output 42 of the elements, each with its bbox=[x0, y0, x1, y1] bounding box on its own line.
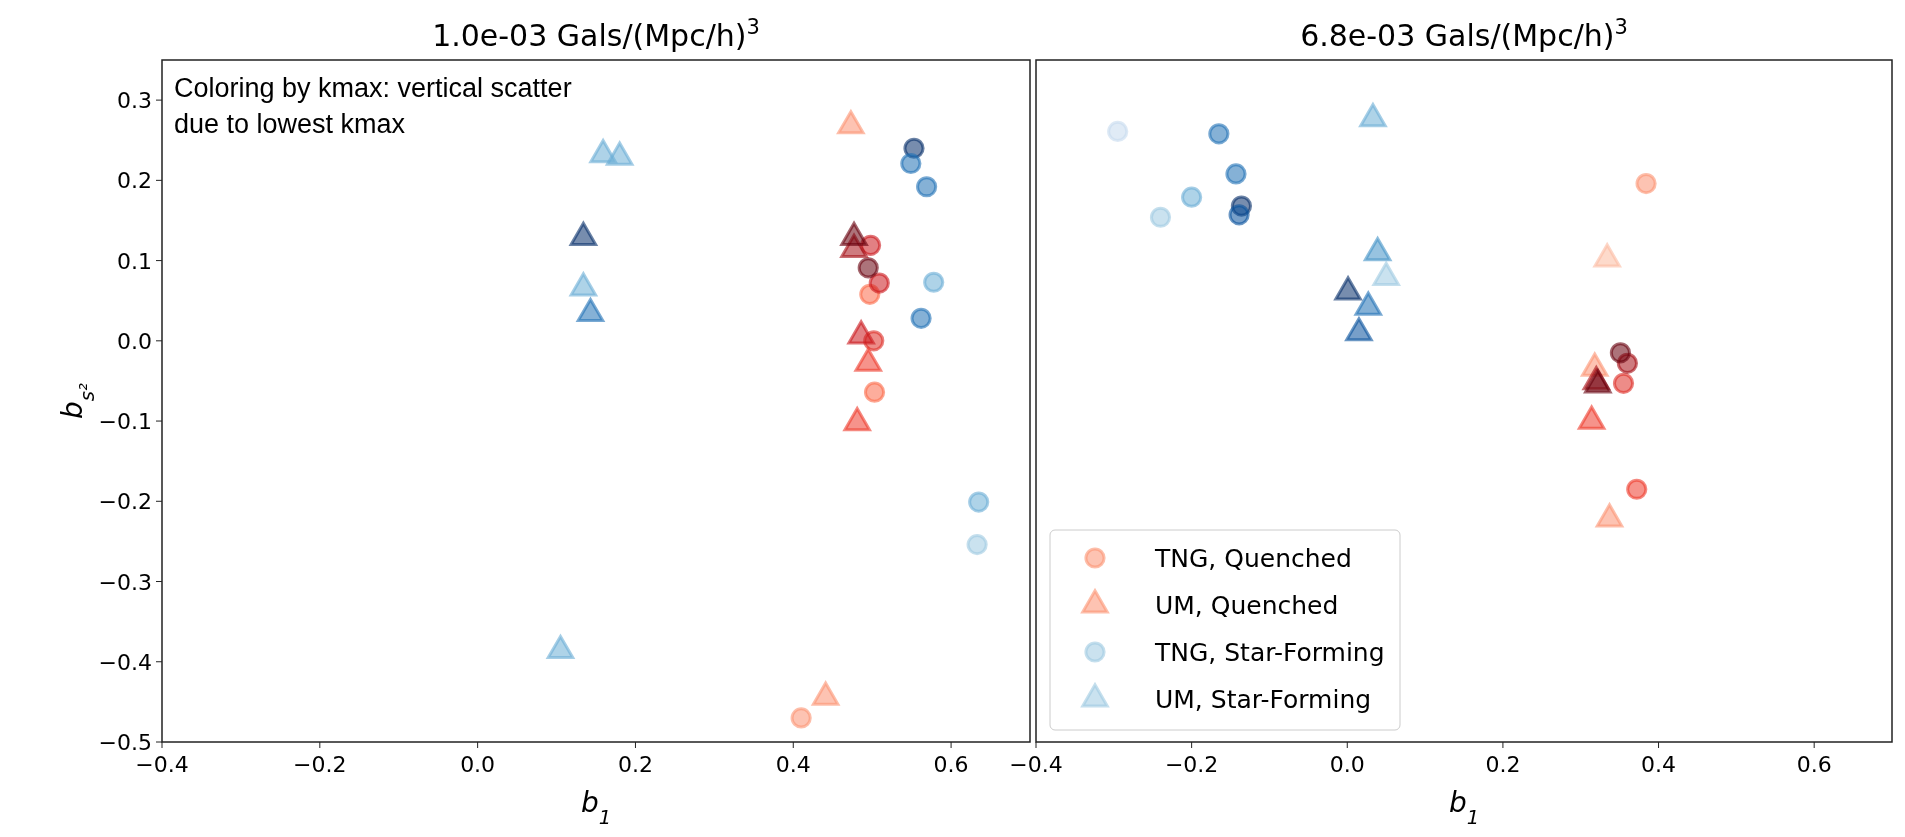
x-tick-label: 0.0 bbox=[1329, 752, 1365, 777]
y-tick-label: −0.1 bbox=[98, 409, 152, 435]
y-tick-label: 0.3 bbox=[117, 88, 152, 114]
x-tick-label: 0.6 bbox=[1796, 752, 1832, 777]
y-tick-label: −0.3 bbox=[98, 569, 152, 595]
point bbox=[1635, 172, 1657, 195]
x-axis-title: b$_{1}$ bbox=[1448, 786, 1480, 829]
x-tick-label: −0.2 bbox=[1164, 752, 1219, 777]
point bbox=[1363, 236, 1392, 262]
chart-title: 6.8e-03 Gals/(Mpc/h)$^{3}$ bbox=[1300, 15, 1628, 53]
legend-label: UM, Star-Forming bbox=[1155, 685, 1372, 714]
x-tick-label: 0.6 bbox=[933, 752, 969, 777]
x-tick-label: −0.4 bbox=[135, 752, 189, 777]
point bbox=[1225, 163, 1247, 185]
x-tick-label: −0.2 bbox=[293, 752, 347, 777]
annotation: Coloring by kmax: vertical scatter due to lowest kmax bbox=[174, 70, 594, 142]
y-tick-label: −0.5 bbox=[98, 730, 152, 755]
x-tick-label: 0.0 bbox=[460, 752, 496, 777]
x-tick-label: 0.4 bbox=[775, 752, 811, 777]
point bbox=[1577, 405, 1606, 430]
point bbox=[1107, 120, 1129, 142]
y-tick-label: 0.1 bbox=[117, 248, 152, 274]
y-tick-label: 0.0 bbox=[117, 328, 152, 354]
y-tick-label: 0.2 bbox=[117, 168, 152, 194]
y-tick-label: −0.4 bbox=[98, 649, 152, 675]
legend-label: UM, Quenched bbox=[1155, 591, 1339, 620]
point bbox=[1208, 123, 1230, 145]
point bbox=[1595, 503, 1624, 528]
point bbox=[1334, 276, 1362, 301]
point bbox=[1372, 261, 1400, 287]
legend-label: TNG, Star-Forming bbox=[1154, 638, 1385, 667]
y-tick-label: −0.2 bbox=[98, 489, 152, 515]
x-tick-label: 0.4 bbox=[1641, 752, 1677, 777]
x-tick-label: 0.2 bbox=[1485, 752, 1521, 777]
x-tick-label: 0.2 bbox=[617, 752, 653, 777]
chart-title: 1.0e-03 Gals/(Mpc/h)$^{3}$ bbox=[432, 15, 760, 53]
x-axis-title: b$_{1}$ bbox=[580, 786, 612, 829]
point bbox=[1593, 243, 1621, 268]
point bbox=[1345, 317, 1373, 342]
legend-label: TNG, Quenched bbox=[1154, 544, 1352, 573]
point bbox=[1181, 186, 1203, 208]
x-tick-label: −0.4 bbox=[1009, 752, 1063, 777]
